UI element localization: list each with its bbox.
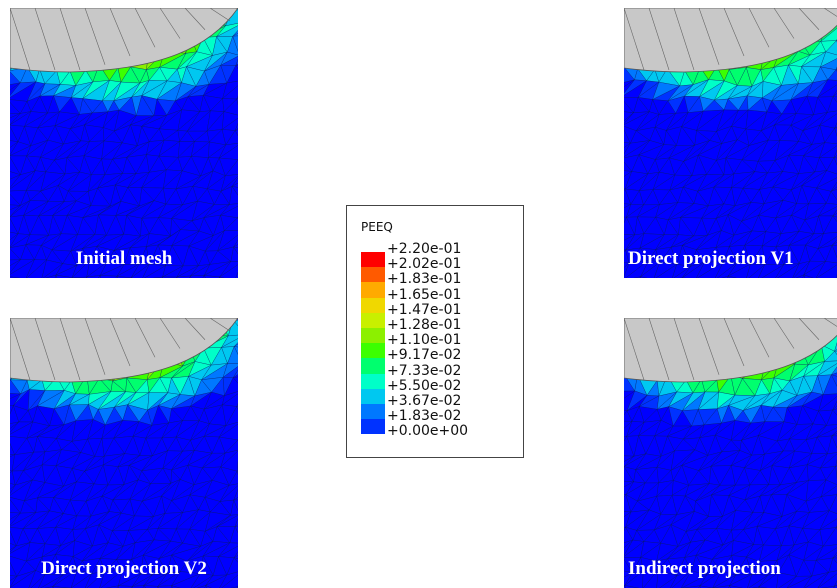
panel-caption: Direct projection V2 xyxy=(10,558,238,580)
legend-swatch xyxy=(361,313,385,328)
legend-label: +2.02e-01 xyxy=(387,257,468,272)
legend-label: +1.28e-01 xyxy=(387,318,468,333)
contour-panel-indirect-projection: Indirect projection xyxy=(624,318,837,588)
legend-label: +3.67e-02 xyxy=(387,394,468,409)
peeq-legend: PEEQ +2.20e-01+2.02e-01+1.83e-01+1.65e-0… xyxy=(346,205,524,458)
mesh-contour-image xyxy=(10,318,238,588)
legend-swatch xyxy=(361,267,385,282)
legend-swatch xyxy=(361,404,385,419)
contour-panel-direct-projection-v2: Direct projection V2 xyxy=(10,318,238,588)
panel-caption: Indirect projection xyxy=(628,558,837,580)
legend-label: +2.20e-01 xyxy=(387,242,468,257)
legend-label: +1.83e-02 xyxy=(387,409,468,424)
legend-swatch xyxy=(361,282,385,297)
legend-label: +5.50e-02 xyxy=(387,379,468,394)
contour-panel-direct-projection-v1: Direct projection V1 xyxy=(624,8,837,278)
mesh-contour-image xyxy=(10,8,238,278)
legend-label: +0.00e+00 xyxy=(387,424,468,439)
mesh-contour-image xyxy=(624,8,837,278)
contour-panel-initial-mesh: Initial mesh xyxy=(10,8,238,278)
panel-caption: Direct projection V1 xyxy=(628,248,837,270)
legend-swatch xyxy=(361,374,385,389)
legend-label: +1.47e-01 xyxy=(387,303,468,318)
mesh-contour-image xyxy=(624,318,837,588)
legend-labels: +2.20e-01+2.02e-01+1.83e-01+1.65e-01+1.4… xyxy=(387,242,468,439)
legend-swatch xyxy=(361,343,385,358)
legend-swatch xyxy=(361,358,385,373)
legend-title: PEEQ xyxy=(361,220,393,234)
legend-label: +1.83e-01 xyxy=(387,272,468,287)
legend-swatch xyxy=(361,389,385,404)
legend-label: +1.10e-01 xyxy=(387,333,468,348)
legend-label: +9.17e-02 xyxy=(387,348,468,363)
legend-swatch xyxy=(361,298,385,313)
legend-swatch xyxy=(361,328,385,343)
legend-label: +7.33e-02 xyxy=(387,364,468,379)
legend-label: +1.65e-01 xyxy=(387,288,468,303)
panel-caption: Initial mesh xyxy=(10,248,238,270)
mesh-element xyxy=(163,277,177,278)
legend-swatch xyxy=(361,252,385,267)
legend-color-bar xyxy=(361,252,385,434)
legend-swatch xyxy=(361,419,385,434)
mesh-element xyxy=(191,275,205,278)
